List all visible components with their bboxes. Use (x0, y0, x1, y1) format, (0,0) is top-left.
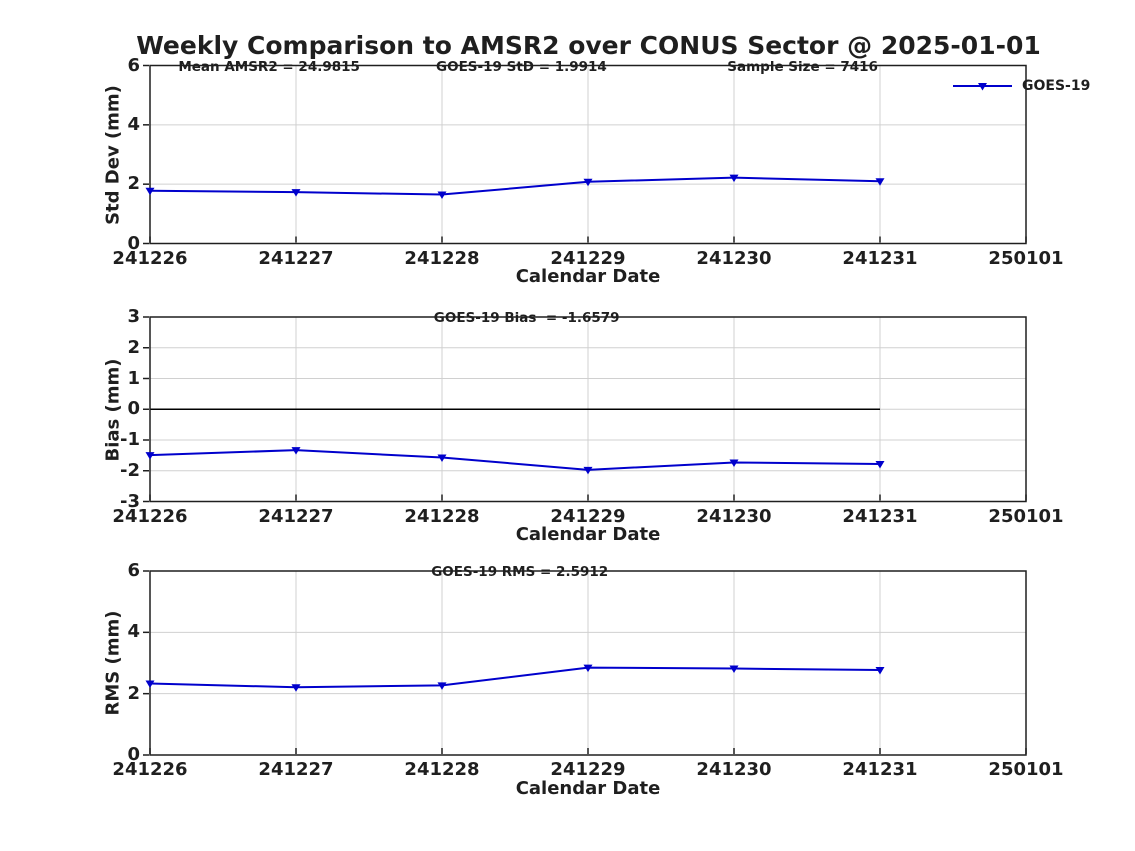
data-point-marker (437, 454, 447, 463)
figure-title: Weekly Comparison to AMSR2 over CONUS Se… (136, 31, 1041, 60)
data-point-marker (583, 664, 593, 673)
data-point-marker (729, 174, 739, 183)
data-line (149, 666, 881, 689)
data-point-marker (875, 667, 885, 675)
data-point-marker (583, 466, 593, 475)
data-point-marker (437, 682, 447, 690)
data-line (149, 176, 881, 196)
data-line (149, 449, 881, 471)
data-point-marker (145, 680, 155, 689)
data-point-marker (875, 460, 885, 469)
data-point-marker (437, 191, 447, 200)
legend-marker-icon (978, 83, 987, 91)
data-point-marker (583, 178, 593, 187)
axis-spine-box (149, 570, 1027, 756)
data-point-marker (291, 684, 301, 692)
data-point-marker (729, 459, 739, 467)
data-point-marker (145, 452, 155, 460)
data-point-marker (145, 187, 155, 196)
legend-label: GOES-19 (1022, 78, 1091, 94)
data-point-marker (291, 447, 301, 455)
axis-spine-box (149, 316, 1027, 503)
data-point-marker (875, 178, 885, 186)
axis-spine-box (149, 64, 1027, 245)
data-point-marker (291, 189, 301, 197)
data-point-marker (729, 665, 739, 674)
